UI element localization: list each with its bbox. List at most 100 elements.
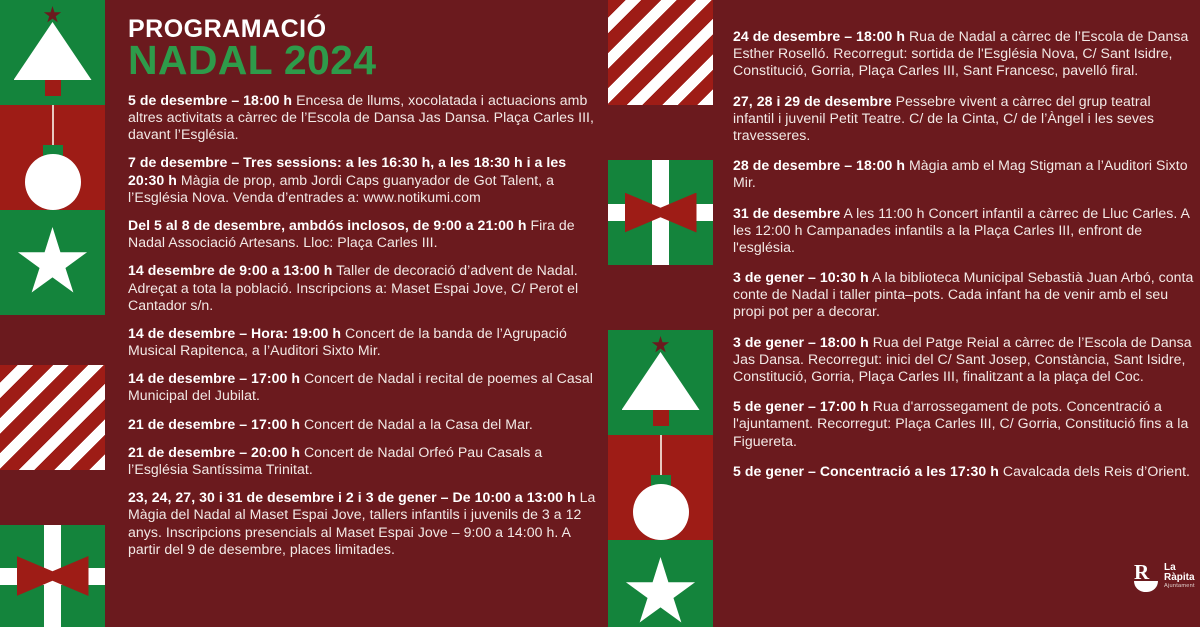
- logo-mark-icon: R: [1133, 560, 1159, 592]
- decoration-panel-gift: [0, 525, 105, 627]
- event-item: 5 de gener – Concentració a les 17:30 h …: [733, 463, 1195, 480]
- event-text: 27, 28 i 29 de desembre Pessebre vivent …: [733, 93, 1195, 145]
- event-description: Taller de decoració d’advent de Nadal. A…: [128, 262, 579, 313]
- event-date: 14 desembre de 9:00 a 13:00 h: [128, 262, 333, 279]
- decoration-panel-gift: [608, 160, 713, 265]
- left-decorative-column: [0, 0, 105, 627]
- event-item: 3 de gener – 18:00 h Rua del Patge Reial…: [733, 334, 1195, 386]
- middle-decorative-column: [608, 0, 713, 627]
- event-item: 28 de desembre – 18:00 h Màgia amb el Ma…: [733, 157, 1195, 191]
- event-text: 24 de desembre – 18:00 h Rua de Nadal a …: [733, 28, 1195, 80]
- event-date: 31 de desembre: [733, 204, 841, 221]
- event-date: 5 de gener – Concentració a les 17:30 h: [733, 462, 999, 479]
- event-text: 5 de gener – Concentració a les 17:30 h …: [733, 463, 1195, 480]
- logo[interactable]: R La Ràpita Ajuntament: [1133, 560, 1195, 592]
- event-item: 31 de desembre A les 11:00 h Concert inf…: [733, 205, 1195, 257]
- event-description: Concert de Nadal i recital de poemes al …: [128, 370, 593, 404]
- decoration-panel-ornament: [0, 105, 105, 210]
- event-date: 28 de desembre – 18:00 h: [733, 157, 905, 174]
- event-text: 5 de gener – 17:00 h Rua d'arrossegament…: [733, 398, 1195, 450]
- event-item: 24 de desembre – 18:00 h Rua de Nadal a …: [733, 28, 1195, 80]
- event-text: 3 de gener – 18:00 h Rua del Patge Reial…: [733, 334, 1195, 386]
- event-date: 3 de gener – 10:30 h: [733, 269, 869, 286]
- page-title: NADAL 2024: [128, 37, 377, 83]
- event-description: Encesa de llums, xocolatada i actuacions…: [128, 91, 594, 143]
- event-date: 14 de desembre – Hora: 19:00 h: [128, 324, 342, 341]
- event-date: 5 de gener – 17:00 h: [733, 398, 869, 415]
- event-text: 14 desembre de 9:00 a 13:00 h Taller de …: [128, 262, 600, 314]
- event-text: 31 de desembre A les 11:00 h Concert inf…: [733, 205, 1195, 257]
- event-description: Cavalcada dels Reis d’Orient.: [998, 462, 1191, 479]
- event-item: 27, 28 i 29 de desembre Pessebre vivent …: [733, 93, 1195, 145]
- decoration-panel-star: [608, 540, 713, 627]
- event-text: 28 de desembre – 18:00 h Màgia amb el Ma…: [733, 157, 1195, 191]
- left-event-list: 5 de desembre – 18:00 h Encesa de llums,…: [128, 92, 600, 558]
- star-icon: [17, 227, 88, 293]
- logo-bowl-icon: [1134, 581, 1158, 592]
- event-description: Concert de Nadal Orfeó Pau Casals a l’Es…: [128, 443, 543, 477]
- right-text-column: 24 de desembre – 18:00 h Rua de Nadal a …: [733, 0, 1195, 493]
- event-item: 5 de gener – 17:00 h Rua d'arrossegament…: [733, 398, 1195, 450]
- decoration-panel-tree: [0, 0, 105, 105]
- decoration-panel-star: [0, 210, 105, 315]
- decoration-panel-tree: [608, 330, 713, 435]
- event-text: 7 de desembre – Tres sessions: a les 16:…: [128, 154, 600, 206]
- event-description: La Màgia del Nadal al Maset Espai Jove, …: [128, 489, 596, 557]
- decoration-panel-candy-stripe: [0, 365, 105, 470]
- event-date: 27, 28 i 29 de desembre: [733, 92, 892, 109]
- event-item: 21 de desembre – 17:00 h Concert de Nada…: [128, 416, 600, 433]
- tree-trunk-icon: [44, 80, 61, 96]
- tree-trunk-icon: [652, 410, 669, 426]
- event-description: A la biblioteca Municipal Sebastià Juan …: [733, 269, 1194, 320]
- event-date: 21 de desembre – 20:00 h: [128, 443, 300, 460]
- event-description: Pessebre vivent a càrrec del grup teatra…: [733, 92, 1154, 143]
- ornament-string-icon: [51, 105, 54, 147]
- event-description: Rua del Patge Reial a càrrec de l’Escola…: [733, 333, 1192, 384]
- logo-letter: R: [1134, 560, 1150, 584]
- event-date: Del 5 al 8 de desembre, ambdós inclosos,…: [128, 216, 527, 233]
- event-description: Concert de la banda de l’Agrupació Music…: [128, 324, 567, 359]
- ornament-string-icon: [659, 435, 662, 477]
- event-text: 23, 24, 27, 30 i 31 de desembre i 2 i 3 …: [128, 489, 600, 558]
- decoration-panel-candy-stripe: [608, 0, 713, 105]
- logo-word-la: La: [1164, 561, 1176, 573]
- event-item: 7 de desembre – Tres sessions: a les 16:…: [128, 154, 600, 206]
- event-date: 21 de desembre – 17:00 h: [128, 415, 300, 432]
- event-item: 5 de desembre – 18:00 h Encesa de llums,…: [128, 92, 600, 144]
- logo-wordmark: La Ràpita Ajuntament: [1164, 561, 1195, 590]
- event-text: 3 de gener – 10:30 h A la biblioteca Mun…: [733, 269, 1195, 321]
- event-text: 21 de desembre – 20:00 h Concert de Nada…: [128, 444, 600, 478]
- event-description: Rua d'arrossegament de pots. Concentraci…: [733, 398, 1189, 449]
- event-date: 14 de desembre – 17:00 h: [128, 370, 300, 387]
- event-date: 7 de desembre – Tres sessions: a les 16:…: [128, 154, 567, 188]
- tree-star-icon: [651, 336, 670, 353]
- ornament-cap-icon: [650, 475, 671, 486]
- event-description: Màgia de prop, amb Jordi Caps guanyador …: [128, 171, 555, 205]
- right-event-list: 24 de desembre – 18:00 h Rua de Nadal a …: [733, 0, 1195, 480]
- event-date: 3 de gener – 18:00 h: [733, 333, 869, 350]
- logo-word-rapita: Ràpita: [1164, 571, 1195, 583]
- event-text: Del 5 al 8 de desembre, ambdós inclosos,…: [128, 217, 600, 251]
- christmas-tree-icon: [13, 22, 92, 80]
- event-text: 5 de desembre – 18:00 h Encesa de llums,…: [128, 92, 600, 144]
- event-item: 23, 24, 27, 30 i 31 de desembre i 2 i 3 …: [128, 489, 600, 558]
- event-item: Del 5 al 8 de desembre, ambdós inclosos,…: [128, 217, 600, 251]
- event-date: 23, 24, 27, 30 i 31 de desembre i 2 i 3 …: [128, 489, 576, 506]
- event-date: 24 de desembre – 18:00 h: [733, 28, 905, 44]
- tree-star-icon: [43, 6, 62, 23]
- event-text: 14 de desembre – Hora: 19:00 h Concert d…: [128, 325, 600, 359]
- ornament-ball-icon: [632, 484, 689, 540]
- logo-word-ajuntament: Ajuntament: [1164, 582, 1195, 589]
- ornament-cap-icon: [42, 145, 63, 156]
- event-date: 5 de desembre – 18:00 h: [128, 91, 293, 108]
- christmas-tree-icon: [621, 352, 700, 410]
- event-text: 21 de desembre – 17:00 h Concert de Nada…: [128, 416, 600, 433]
- poster-header: PROGRAMACIÓ NADAL 2024: [128, 0, 600, 82]
- event-description: Fira de Nadal Associació Artesans. Lloc:…: [128, 216, 575, 251]
- event-item: 14 desembre de 9:00 a 13:00 h Taller de …: [128, 262, 600, 314]
- page-title-subtitle: PROGRAMACIÓ: [128, 15, 327, 43]
- star-icon: [625, 557, 696, 623]
- event-item: 21 de desembre – 20:00 h Concert de Nada…: [128, 444, 600, 478]
- event-description: Rua de Nadal a càrrec de l’Escola de Dan…: [733, 28, 1189, 79]
- event-item: 14 de desembre – Hora: 19:00 h Concert d…: [128, 325, 600, 359]
